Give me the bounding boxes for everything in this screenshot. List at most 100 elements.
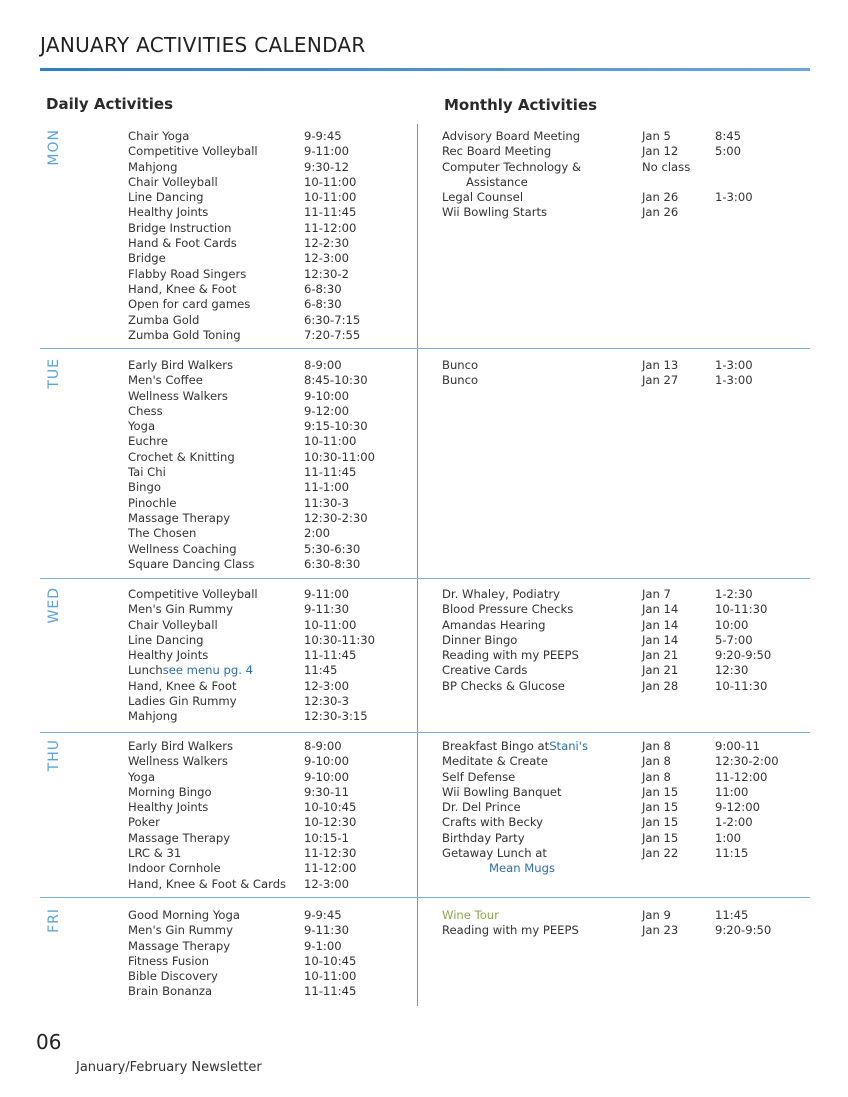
venue-link[interactable]: Stani's bbox=[549, 739, 588, 753]
daily-activity-row: Morning Bingo 9:30-11 bbox=[128, 785, 413, 800]
day-label-fri: FRI bbox=[46, 908, 62, 933]
activity-time: 12-2:30 bbox=[304, 236, 349, 251]
event-name: Dr. Del Prince bbox=[442, 800, 521, 815]
event-time: 11:15 bbox=[715, 846, 749, 861]
event-date: Jan 26 bbox=[642, 205, 679, 220]
activity-time: 10:15-1 bbox=[304, 830, 349, 845]
event-time: 1:00 bbox=[715, 830, 742, 845]
activity-name: Wellness Coaching bbox=[128, 541, 237, 556]
daily-list-thu: Early Bird Walkers 8-9:00 Wellness Walkers… bbox=[128, 739, 413, 892]
activity-name: Men's Coffee bbox=[128, 373, 203, 388]
activity-name: Morning Bingo bbox=[128, 784, 212, 799]
monthly-activity-row: Meditate & Create Jan 8 12:30-2:00 bbox=[442, 754, 812, 769]
activity-name: Hand, Knee & Foot bbox=[128, 281, 237, 296]
activity-name: Tai Chi bbox=[128, 465, 166, 480]
activity-name: Yoga bbox=[128, 419, 156, 434]
event-time: 11:00 bbox=[715, 784, 749, 799]
daily-activity-row: Zumba Gold 6:30-7:15 bbox=[128, 313, 413, 328]
activity-name: Hand, Knee & Foot & Cards bbox=[128, 876, 287, 891]
monthly-activity-row: BP Checks & Glucose Jan 28 10-11:30 bbox=[442, 679, 812, 694]
event-name: BP Checks & Glucose bbox=[442, 678, 565, 693]
activity-name: Healthy Joints bbox=[128, 205, 209, 220]
daily-activity-row: Indoor Cornhole 11-12:00 bbox=[128, 861, 413, 876]
activity-name: Bridge Instruction bbox=[128, 220, 232, 235]
activity-time: 6:30-8:30 bbox=[304, 556, 361, 571]
activity-name: Good Morning Yoga bbox=[128, 908, 240, 922]
activity-time: 9-10:00 bbox=[304, 754, 349, 769]
activity-name: Flabby Road Singers bbox=[128, 266, 247, 281]
activity-name: Euchre bbox=[128, 434, 169, 449]
activity-name: Chess bbox=[128, 403, 163, 418]
newsletter-footer: January/February Newsletter bbox=[76, 1060, 262, 1075]
page-number: 06 bbox=[36, 1030, 62, 1054]
activity-time: 9-11:00 bbox=[304, 587, 349, 601]
event-date: No class bbox=[642, 159, 691, 174]
daily-activity-row: Wellness Walkers 9-10:00 bbox=[128, 389, 413, 404]
daily-activity-row: Chair Volleyball 10-11:00 bbox=[128, 618, 413, 633]
activity-time: 11:45 bbox=[304, 663, 338, 678]
daily-activity-row: Wellness Coaching 5:30-6:30 bbox=[128, 542, 413, 557]
event-date: Jan 14 bbox=[642, 632, 679, 647]
daily-activity-row: Healthy Joints 11-11:45 bbox=[128, 648, 413, 663]
event-date: Jan 21 bbox=[642, 648, 679, 663]
event-date: Jan 7 bbox=[642, 587, 671, 601]
event-date: Jan 22 bbox=[642, 846, 679, 861]
day-label-wed: WED bbox=[46, 587, 62, 624]
event-date: Jan 15 bbox=[642, 830, 679, 845]
event-name: Birthday Party bbox=[442, 830, 525, 845]
monthly-activity-row: Blood Pressure Checks Jan 14 10-11:30 bbox=[442, 602, 812, 617]
activity-name: Chair Yoga bbox=[128, 129, 190, 143]
event-name: Bunco bbox=[442, 373, 479, 388]
event-time: 11-12:00 bbox=[715, 769, 768, 784]
daily-activity-row: Competitive Volleyball 9-11:00 bbox=[128, 144, 413, 159]
activity-time: 10-10:45 bbox=[304, 800, 357, 815]
day-separator bbox=[40, 732, 810, 733]
activity-time: 11:30-3 bbox=[304, 495, 349, 510]
event-name: Dinner Bingo bbox=[442, 632, 518, 647]
daily-activity-row: Early Bird Walkers 8-9:00 bbox=[128, 739, 413, 754]
page-title: JANUARY ACTIVITIES CALENDAR bbox=[40, 33, 366, 57]
event-time: 1-2:30 bbox=[715, 587, 753, 601]
daily-activity-row: Men's Coffee 8:45-10:30 bbox=[128, 373, 413, 388]
event-name: Crafts with Becky bbox=[442, 815, 544, 830]
activity-time: 12-3:00 bbox=[304, 678, 349, 693]
menu-link[interactable]: see menu pg. 4 bbox=[162, 663, 253, 678]
day-separator bbox=[40, 897, 810, 898]
activity-time: 6:30-7:15 bbox=[304, 312, 361, 327]
daily-activity-row: Hand & Foot Cards 12-2:30 bbox=[128, 236, 413, 251]
activity-name: Square Dancing Class bbox=[128, 556, 255, 571]
event-name: Reading with my PEEPS bbox=[442, 923, 579, 938]
event-time: 1-3:00 bbox=[715, 358, 753, 372]
activity-name: Hand, Knee & Foot bbox=[128, 678, 237, 693]
daily-activity-row: Tai Chi 11-11:45 bbox=[128, 465, 413, 480]
activity-name: Fitness Fusion bbox=[128, 953, 209, 968]
activity-name: Bible Discovery bbox=[128, 969, 218, 984]
daily-activity-row: Brain Bonanza 11-11:45 bbox=[128, 984, 413, 999]
day-label-tue: TUE bbox=[46, 358, 62, 389]
daily-activity-row: Flabby Road Singers 12:30-2 bbox=[128, 267, 413, 282]
daily-activity-row: Men's Gin Rummy 9-11:30 bbox=[128, 602, 413, 617]
event-date: Jan 14 bbox=[642, 617, 679, 632]
activity-name: Massage Therapy bbox=[128, 830, 231, 845]
event-time: 1-3:00 bbox=[715, 373, 753, 388]
monthly-activity-row: Birthday Party Jan 15 1:00 bbox=[442, 831, 812, 846]
activity-time: 11-12:30 bbox=[304, 846, 357, 861]
monthly-activity-row: Advisory Board Meeting Jan 5 8:45 bbox=[442, 129, 812, 144]
activity-time: 11-11:45 bbox=[304, 205, 357, 220]
venue-link[interactable]: Mean Mugs bbox=[489, 861, 556, 876]
event-time: 11:45 bbox=[715, 908, 749, 922]
monthly-list-wed: Dr. Whaley, Podiatry Jan 7 1-2:30 Blood Pre… bbox=[442, 587, 812, 694]
monthly-activity-row: Reading with my PEEPS Jan 23 9:20-9:50 bbox=[442, 923, 812, 938]
day-label-mon: MON bbox=[46, 129, 62, 166]
monthly-activity-row: Amandas Hearing Jan 14 10:00 bbox=[442, 618, 812, 633]
daily-activity-row: Massage Therapy 9-1:00 bbox=[128, 939, 413, 954]
activity-name: Men's Gin Rummy bbox=[128, 602, 233, 617]
event-name: Self Defense bbox=[442, 769, 516, 784]
daily-activity-row: Yoga 9-10:00 bbox=[128, 770, 413, 785]
event-time: 10:00 bbox=[715, 617, 749, 632]
monthly-activity-row: Wii Bowling Starts Jan 26 bbox=[442, 205, 812, 220]
activity-name: Brain Bonanza bbox=[128, 984, 213, 999]
activity-time: 9:30-11 bbox=[304, 784, 349, 799]
event-name: Bunco bbox=[442, 358, 479, 372]
activity-name: Mahjong bbox=[128, 709, 178, 724]
